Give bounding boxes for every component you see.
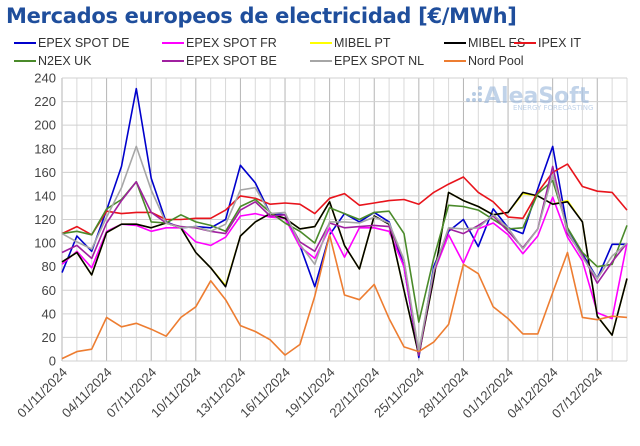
legend-swatch — [14, 60, 36, 62]
legend-item: EPEX SPOT FR — [162, 36, 277, 50]
legend-item: IPEX IT — [514, 36, 581, 50]
legend-swatch — [444, 42, 466, 44]
x-axis-ticks: 01/11/202404/11/202407/11/202410/11/2024… — [14, 365, 605, 422]
series-line-n2ex-uk — [61, 179, 628, 323]
legend-item: EPEX SPOT NL — [310, 54, 424, 68]
series-line-epex-spot-fr — [61, 196, 628, 356]
y-tick-label: 180 — [34, 141, 56, 156]
legend-swatch — [444, 60, 466, 62]
y-tick-label: 20 — [42, 330, 56, 345]
legend-swatch — [310, 60, 332, 62]
legend-label: MIBEL ES — [468, 36, 526, 50]
grid — [61, 77, 628, 362]
legend-item: MIBEL PT — [310, 36, 391, 50]
aleasoft-logo: AleaSoft ENERGY FORECASTING — [466, 84, 593, 112]
legend-label: MIBEL PT — [334, 36, 391, 50]
legend-item: Nord Pool — [444, 54, 524, 68]
legend-swatch — [162, 42, 184, 44]
legend-label: EPEX SPOT DE — [38, 36, 130, 50]
logo-name: AleaSoft — [484, 84, 590, 109]
legend-swatch — [14, 42, 36, 44]
legend-label: EPEX SPOT FR — [186, 36, 277, 50]
y-tick-label: 120 — [34, 212, 56, 227]
y-tick-label: 140 — [34, 188, 56, 203]
series-line-mibel-es — [61, 191, 628, 356]
series-line-epex-spot-nl — [61, 145, 628, 353]
legend-item: MIBEL ES — [444, 36, 525, 50]
y-tick-label: 200 — [34, 118, 56, 133]
legend-item: N2EX UK — [14, 54, 92, 68]
y-tick-label: 0 — [49, 354, 56, 369]
y-tick-label: 40 — [42, 306, 56, 321]
y-axis-ticks: 0 20 40 60 80 100 120 140 160 180 200 220 240 — [34, 71, 56, 369]
y-tick-label: 240 — [34, 71, 56, 86]
series-line-ipex-it — [61, 163, 628, 236]
legend-swatch — [514, 42, 536, 44]
legend-label: IPEX IT — [538, 36, 582, 50]
y-tick-label: 60 — [42, 283, 56, 298]
logo-dots-icon — [466, 86, 482, 102]
y-tick-label: 80 — [42, 259, 56, 274]
series-lines — [61, 87, 628, 360]
legend-item: EPEX SPOT DE — [14, 36, 129, 50]
chart-title: Mercados europeos de electricidad [€/MWh… — [6, 4, 517, 28]
y-tick-label: 160 — [34, 165, 56, 180]
legend-item: EPEX SPOT BE — [162, 54, 277, 68]
y-tick-label: 220 — [34, 94, 56, 109]
legend-swatch — [310, 42, 332, 44]
legend-label: Nord Pool — [468, 54, 524, 68]
legend-label: EPEX SPOT BE — [186, 54, 277, 68]
series-line-nord-pool — [61, 234, 628, 360]
legend-label: EPEX SPOT NL — [334, 54, 425, 68]
legend-swatch — [162, 60, 184, 62]
y-tick-label: 100 — [34, 236, 56, 251]
legend-label: N2EX UK — [38, 54, 92, 68]
logo-tagline: ENERGY FORECASTING — [513, 104, 593, 112]
